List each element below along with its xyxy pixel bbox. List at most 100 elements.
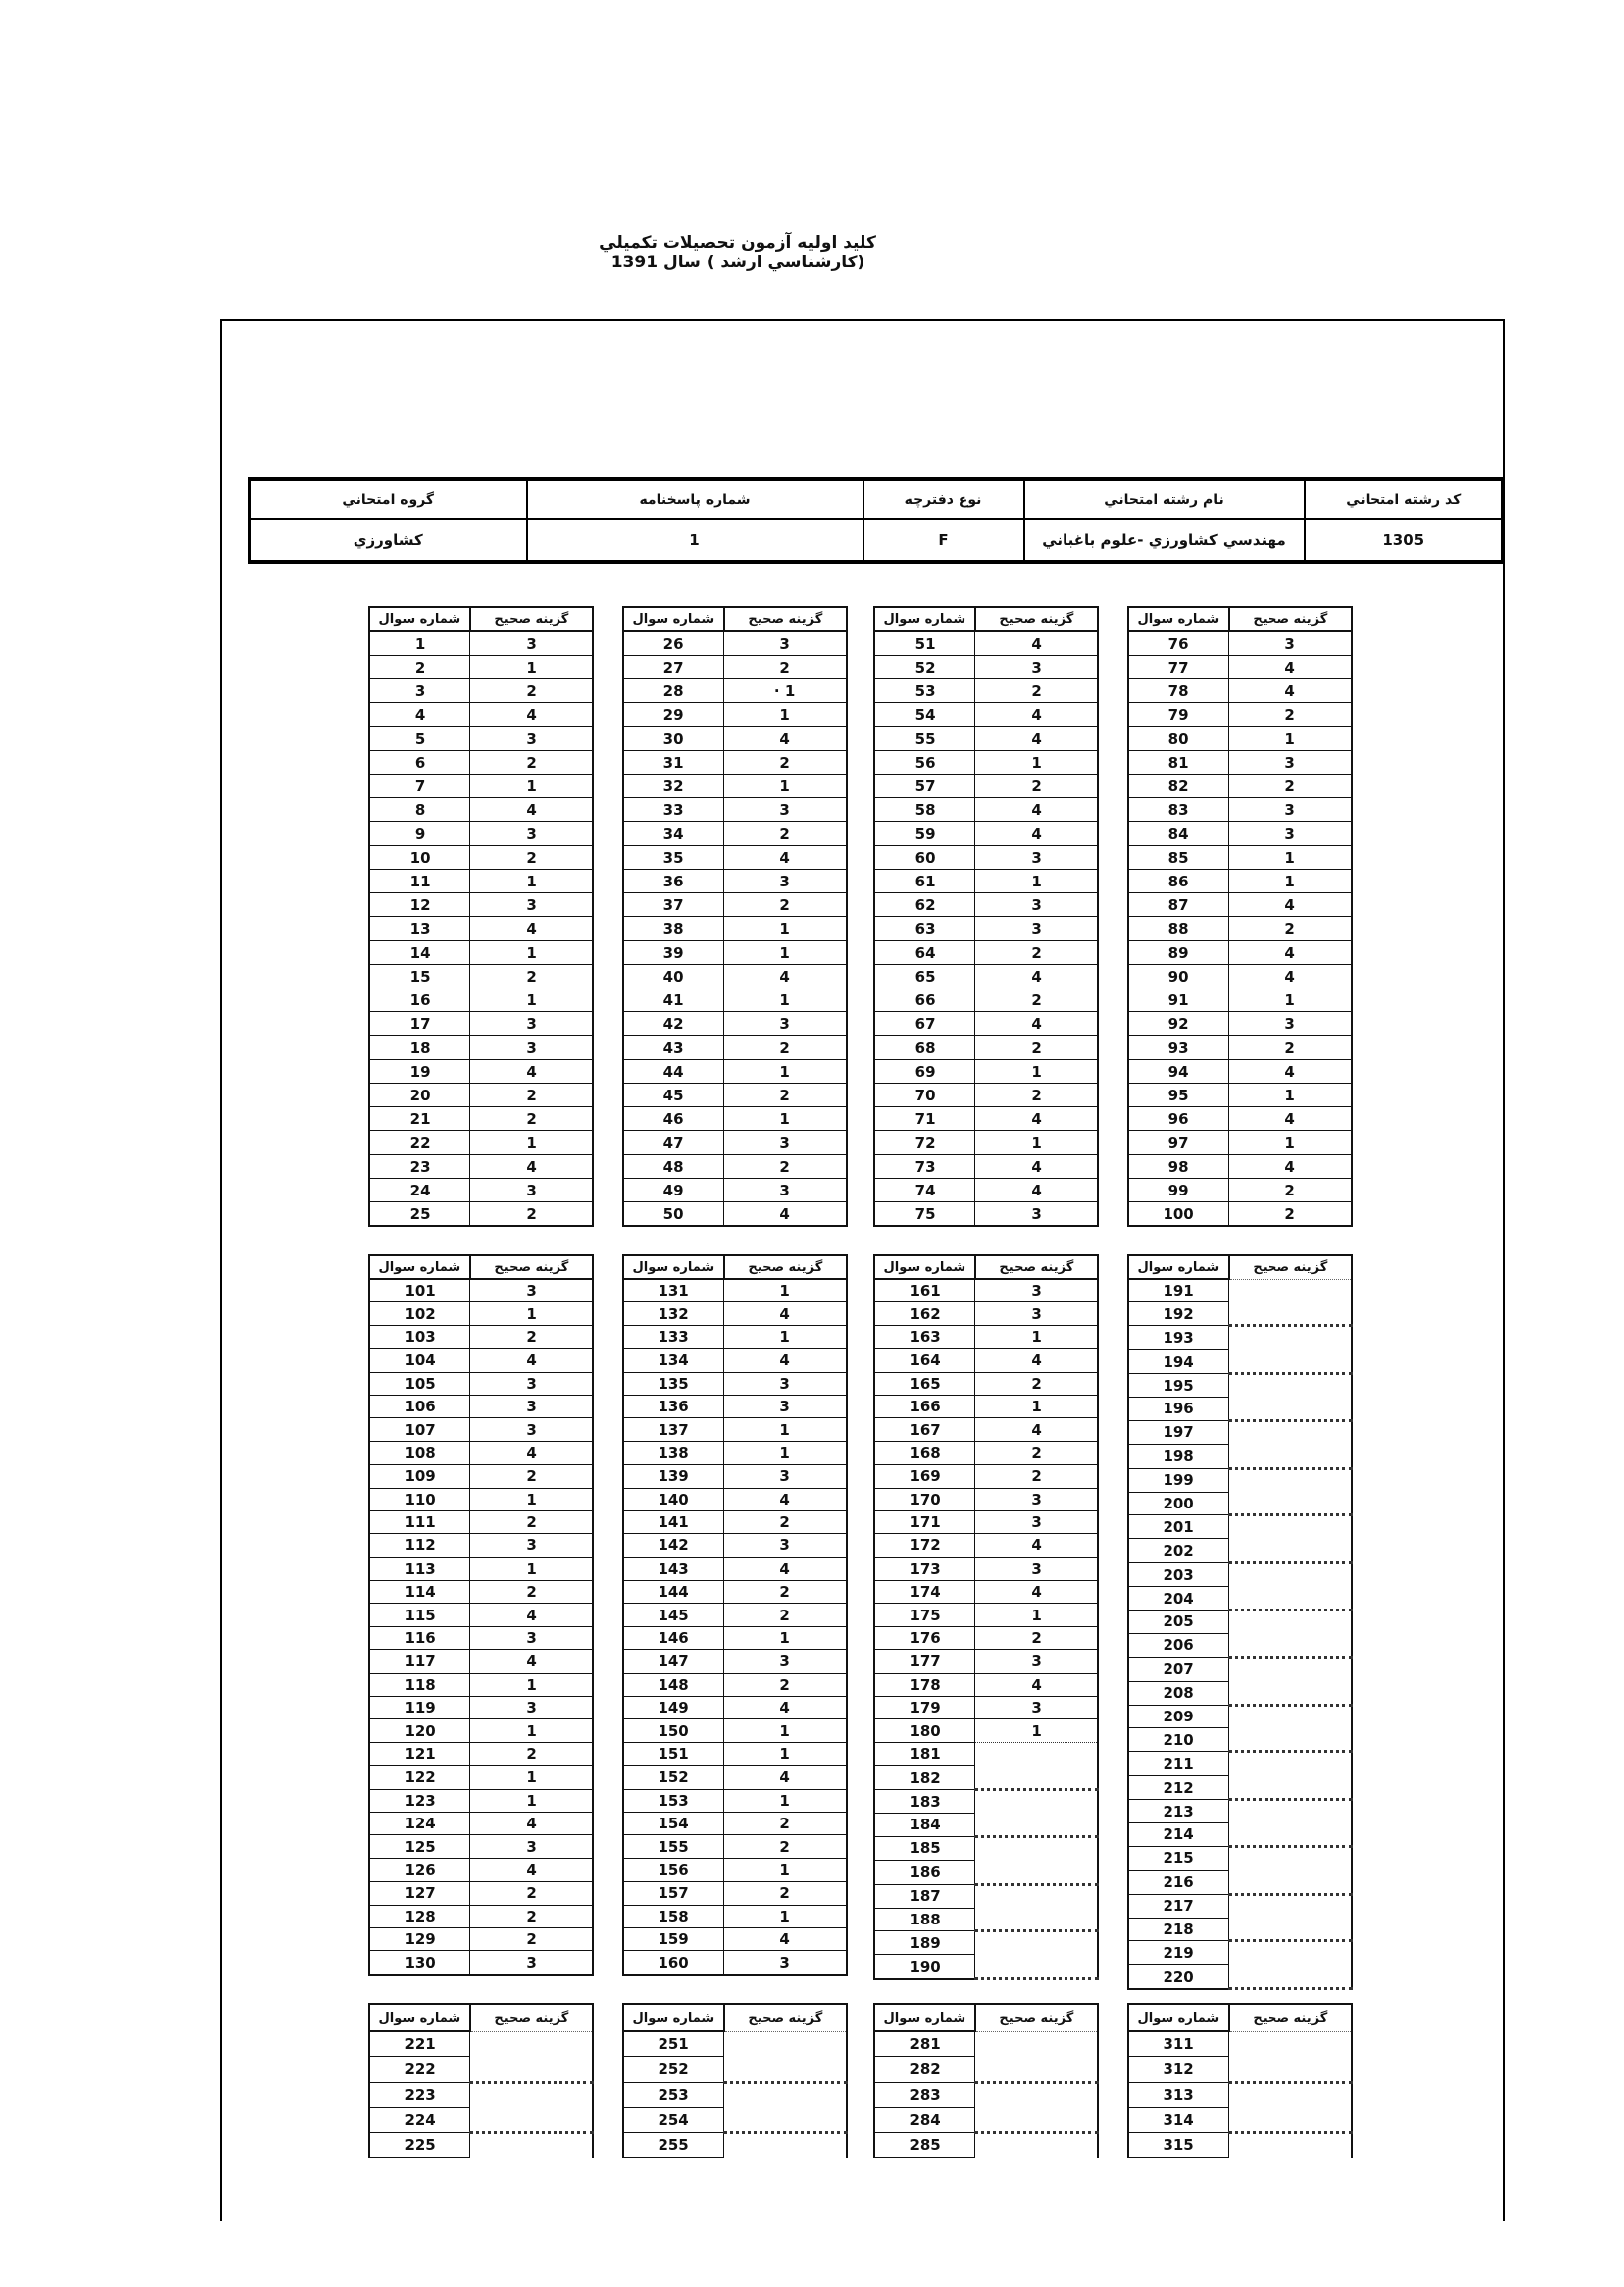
answer-cell: 4 xyxy=(1228,940,1353,965)
answer-cell: 3 xyxy=(469,1011,594,1036)
answer-col-header: گزينه صحيح xyxy=(723,2004,847,2032)
question-number-cell: 10 xyxy=(368,845,471,870)
answer-cell: 3 xyxy=(469,892,594,917)
answer-cell: 4 xyxy=(974,1154,1099,1179)
answer-row: 204 xyxy=(1127,1586,1352,1611)
question-number-cell: 115 xyxy=(368,1603,471,1627)
answer-row: 36 3 xyxy=(622,869,848,893)
answer-cell xyxy=(470,2082,593,2108)
answer-row: 26 3 xyxy=(622,630,848,656)
answer-row: 177 3 xyxy=(873,1649,1099,1674)
answer-cell xyxy=(1229,1705,1352,1728)
question-number-cell: 163 xyxy=(873,1324,976,1350)
answer-row: 214 xyxy=(1127,1821,1352,1848)
answer-row: 91 1 xyxy=(1127,988,1353,1012)
answer-row: 173 3 xyxy=(873,1556,1099,1582)
question-number-cell: 54 xyxy=(873,702,976,727)
question-number-cell: 197 xyxy=(1127,1419,1230,1445)
question-number-cell: 17 xyxy=(368,1011,471,1036)
answer-row: 14 1 xyxy=(368,940,594,965)
question-number-cell: 159 xyxy=(622,1926,725,1952)
answer-cell: 4 xyxy=(974,1011,1099,1036)
answer-row: 83 3 xyxy=(1127,797,1353,822)
question-number-cell: 16 xyxy=(368,988,471,1012)
answer-cell: 2 xyxy=(974,1035,1099,1060)
answer-cell: 1 xyxy=(974,1718,1099,1743)
answer-row: 150 1 xyxy=(622,1718,848,1743)
question-number-cell: 98 xyxy=(1127,1154,1230,1179)
info-value-exam-group: کشاورزي xyxy=(248,518,528,563)
answer-cell: 3 xyxy=(974,1487,1099,1511)
question-number-cell: 2 xyxy=(368,655,471,679)
question-number-cell: 142 xyxy=(622,1533,725,1558)
answer-cell xyxy=(1229,1941,1352,1965)
answer-row: 82 2 xyxy=(1127,774,1353,798)
answer-row: 13 4 xyxy=(368,916,594,941)
answer-table-q191: شماره سوال گزينه صحيح 191 192 193 194 195 196 19… xyxy=(1127,1254,1353,1991)
answer-row: 117 4 xyxy=(368,1649,594,1674)
answer-table-q161: شماره سوال گزينه صحيح 161 3 162 3 163 1 164 4 165 2… xyxy=(873,1254,1100,1981)
answer-row: 119 3 xyxy=(368,1696,594,1720)
info-value-field-name: مهندسي کشاورزي -علوم باغباني xyxy=(1022,518,1306,563)
question-number-cell: 92 xyxy=(1127,1011,1230,1036)
answer-row: 165 2 xyxy=(873,1371,1099,1396)
answer-row: 32 1 xyxy=(622,774,848,798)
question-number-cell: 179 xyxy=(873,1696,976,1720)
answer-cell xyxy=(1229,1515,1352,1539)
answer-cell: 3 xyxy=(974,1278,1099,1303)
answer-cell xyxy=(1229,2132,1352,2158)
answer-cell: 3 xyxy=(469,1035,594,1060)
answer-row: 125 3 xyxy=(368,1834,594,1859)
answer-cell: 1 xyxy=(974,869,1099,893)
question-number-cell: 129 xyxy=(368,1926,471,1952)
question-number-cell: 110 xyxy=(368,1487,471,1511)
answer-col-header: گزينه صحيح xyxy=(1228,1255,1352,1280)
answer-cell: 1 xyxy=(723,1417,848,1442)
answer-row: 70 2 xyxy=(873,1083,1099,1107)
answer-cell: 4 xyxy=(974,1178,1099,1202)
answer-row: 63 3 xyxy=(873,916,1099,941)
question-number-cell: 166 xyxy=(873,1394,976,1419)
answer-row: 61 1 xyxy=(873,869,1099,893)
question-number-cell: 56 xyxy=(873,750,976,775)
question-number-cell: 111 xyxy=(368,1509,471,1535)
answer-row: 41 1 xyxy=(622,988,848,1012)
question-number-cell: 130 xyxy=(368,1950,471,1976)
answer-cell: 1 xyxy=(469,940,594,965)
answer-cell: 2 xyxy=(974,1440,1099,1466)
answer-cell: 1 xyxy=(469,774,594,798)
answer-row: 43 2 xyxy=(622,1035,848,1060)
info-label-row: گروه امتحاني شماره پاسخنامه نوع دفترچه ن… xyxy=(248,478,1504,520)
question-number-cell: 207 xyxy=(1127,1656,1230,1682)
answer-cell xyxy=(1229,1374,1352,1398)
answer-row: 127 2 xyxy=(368,1881,594,1906)
answer-cell: 3 xyxy=(723,1011,848,1036)
page-title: کلید اولیه آزمون تحصیلات تکمیلي (کارشناس… xyxy=(599,233,876,272)
answer-row: 149 4 xyxy=(622,1696,848,1720)
answer-row: 251 xyxy=(622,2030,847,2057)
answer-cell xyxy=(469,2107,593,2134)
answer-row: 77 4 xyxy=(1127,655,1353,679)
answer-cell: 2 xyxy=(1228,916,1353,941)
answer-cell: 2 xyxy=(469,1580,594,1605)
question-number-cell: 180 xyxy=(873,1718,976,1743)
question-number-cell: 254 xyxy=(622,2107,725,2133)
answer-cell: 3 xyxy=(469,1178,594,1202)
answer-row: 176 2 xyxy=(873,1625,1099,1651)
question-number-cell: 69 xyxy=(873,1059,976,1084)
question-number-cell: 213 xyxy=(1127,1799,1230,1823)
answer-cell: 4 xyxy=(974,1106,1099,1131)
answer-row: 160 3 xyxy=(622,1950,848,1976)
question-number-cell: 205 xyxy=(1127,1609,1230,1634)
answer-cell xyxy=(974,1813,1098,1838)
question-number-cell: 155 xyxy=(622,1834,725,1859)
question-number-cell: 104 xyxy=(368,1348,471,1373)
question-number-cell: 71 xyxy=(873,1106,976,1131)
question-number-cell: 112 xyxy=(368,1533,471,1558)
question-number-cell: 62 xyxy=(873,892,976,917)
answer-cell: 4 xyxy=(974,630,1099,656)
answer-row: 210 xyxy=(1127,1727,1352,1754)
answer-cell: 4 xyxy=(723,1765,848,1790)
answer-cell: 4 xyxy=(974,797,1099,822)
